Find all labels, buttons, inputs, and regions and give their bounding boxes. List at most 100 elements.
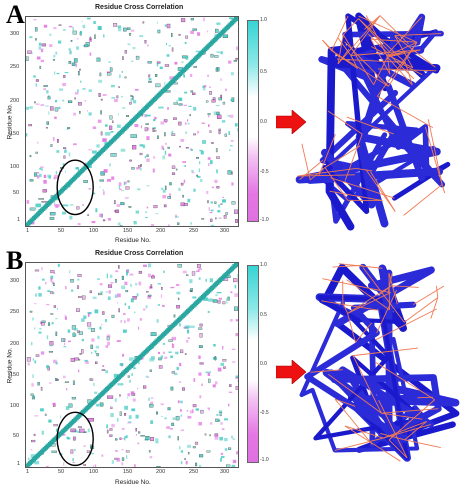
- negative-correlation-patch: [106, 429, 109, 434]
- positive-correlation-patch: [74, 449, 76, 452]
- negative-correlation-patch: [40, 351, 45, 355]
- negative-correlation-patch: [78, 295, 82, 298]
- negative-correlation-patch: [133, 464, 136, 467]
- positive-correlation-patch: [117, 383, 124, 386]
- negative-correlation-patch: [163, 204, 167, 208]
- positive-correlation-patch: [46, 335, 49, 340]
- colorbar-tick: 1.0: [260, 17, 267, 23]
- negative-correlation-patch: [63, 75, 66, 78]
- positive-correlation-patch: [106, 273, 108, 278]
- positive-correlation-patch: [99, 179, 104, 182]
- positive-correlation-patch: [152, 127, 157, 130]
- positive-correlation-patch: [148, 80, 152, 83]
- correlation-heatmap-a: [25, 16, 239, 227]
- negative-correlation-patch: [146, 158, 150, 162]
- positive-correlation-patch: [130, 98, 133, 102]
- positive-correlation-patch: [177, 436, 179, 441]
- negative-correlation-patch: [77, 37, 79, 40]
- negative-correlation-patch: [235, 333, 238, 337]
- negative-correlation-patch: [89, 52, 92, 56]
- x-tick: 250: [189, 469, 199, 475]
- negative-correlation-patch: [179, 349, 184, 354]
- positive-correlation-patch: [138, 431, 141, 434]
- negative-correlation-patch: [27, 362, 30, 366]
- negative-correlation-patch: [195, 270, 199, 273]
- negative-correlation-patch: [154, 130, 157, 132]
- positive-correlation-patch: [145, 375, 149, 378]
- positive-correlation-patch: [144, 156, 147, 159]
- positive-correlation-patch: [139, 35, 144, 37]
- negative-correlation-patch: [70, 449, 74, 454]
- positive-correlation-patch: [50, 144, 53, 147]
- correlation-line: [301, 143, 311, 181]
- correlation-heatmap-b: [25, 262, 239, 468]
- positive-correlation-patch: [210, 53, 214, 58]
- positive-correlation-patch: [118, 185, 120, 190]
- correlation-line: [338, 263, 383, 269]
- negative-correlation-patch: [130, 391, 135, 395]
- positive-correlation-patch: [96, 57, 101, 62]
- negative-correlation-patch: [147, 376, 150, 378]
- negative-correlation-patch: [137, 442, 140, 445]
- y-tick: 1: [17, 461, 21, 467]
- positive-correlation-patch: [167, 407, 171, 411]
- positive-correlation-patch: [172, 370, 176, 373]
- y-tick: 1: [17, 217, 21, 223]
- positive-correlation-patch: [220, 458, 222, 462]
- positive-correlation-patch: [179, 323, 181, 327]
- negative-correlation-patch: [56, 379, 59, 381]
- negative-correlation-patch: [107, 341, 110, 346]
- positive-correlation-patch: [119, 363, 124, 366]
- positive-correlation-patch: [217, 209, 221, 213]
- positive-correlation-patch: [148, 450, 151, 453]
- negative-correlation-patch: [207, 124, 210, 127]
- negative-correlation-patch: [41, 43, 46, 47]
- positive-correlation-patch: [229, 149, 231, 151]
- correlation-line: [337, 37, 352, 56]
- negative-correlation-patch: [207, 74, 209, 77]
- negative-correlation-patch: [70, 428, 76, 433]
- negative-correlation-patch: [208, 163, 210, 167]
- negative-correlation-patch: [118, 182, 122, 187]
- positive-correlation-patch: [145, 436, 150, 441]
- negative-correlation-patch: [135, 434, 137, 436]
- positive-correlation-patch: [139, 144, 144, 147]
- positive-correlation-patch: [220, 362, 225, 366]
- correlation-line: [330, 177, 395, 199]
- positive-correlation-patch: [118, 74, 121, 79]
- positive-correlation-patch: [186, 274, 189, 276]
- positive-correlation-patch: [131, 60, 134, 63]
- positive-correlation-patch: [99, 402, 104, 407]
- negative-correlation-patch: [149, 456, 153, 459]
- negative-correlation-patch: [88, 188, 91, 190]
- negative-correlation-patch: [43, 179, 47, 184]
- negative-correlation-patch: [185, 339, 189, 343]
- negative-correlation-patch: [49, 291, 54, 294]
- positive-correlation-patch: [92, 150, 97, 154]
- positive-correlation-patch: [32, 317, 34, 321]
- negative-correlation-patch: [117, 340, 122, 342]
- negative-correlation-patch: [235, 57, 238, 60]
- positive-correlation-patch: [35, 151, 38, 154]
- negative-correlation-patch: [28, 124, 32, 127]
- positive-correlation-patch: [109, 163, 111, 167]
- negative-correlation-patch: [125, 269, 129, 274]
- positive-correlation-patch: [127, 421, 132, 423]
- negative-correlation-patch: [40, 59, 44, 63]
- positive-correlation-patch: [227, 170, 232, 175]
- positive-correlation-patch: [199, 161, 201, 165]
- negative-correlation-patch: [117, 302, 119, 304]
- negative-correlation-patch: [63, 375, 66, 379]
- negative-correlation-patch: [198, 355, 201, 359]
- positive-correlation-patch: [124, 76, 127, 79]
- negative-correlation-patch: [214, 381, 218, 385]
- negative-correlation-patch: [143, 385, 147, 389]
- protein-correlation-network: [295, 12, 451, 231]
- negative-correlation-patch: [207, 407, 211, 410]
- positive-correlation-patch: [210, 160, 213, 165]
- positive-correlation-patch: [221, 120, 226, 123]
- positive-correlation-patch: [200, 179, 203, 182]
- correlation-line: [362, 267, 405, 323]
- negative-correlation-patch: [232, 459, 237, 464]
- positive-correlation-patch: [184, 458, 186, 460]
